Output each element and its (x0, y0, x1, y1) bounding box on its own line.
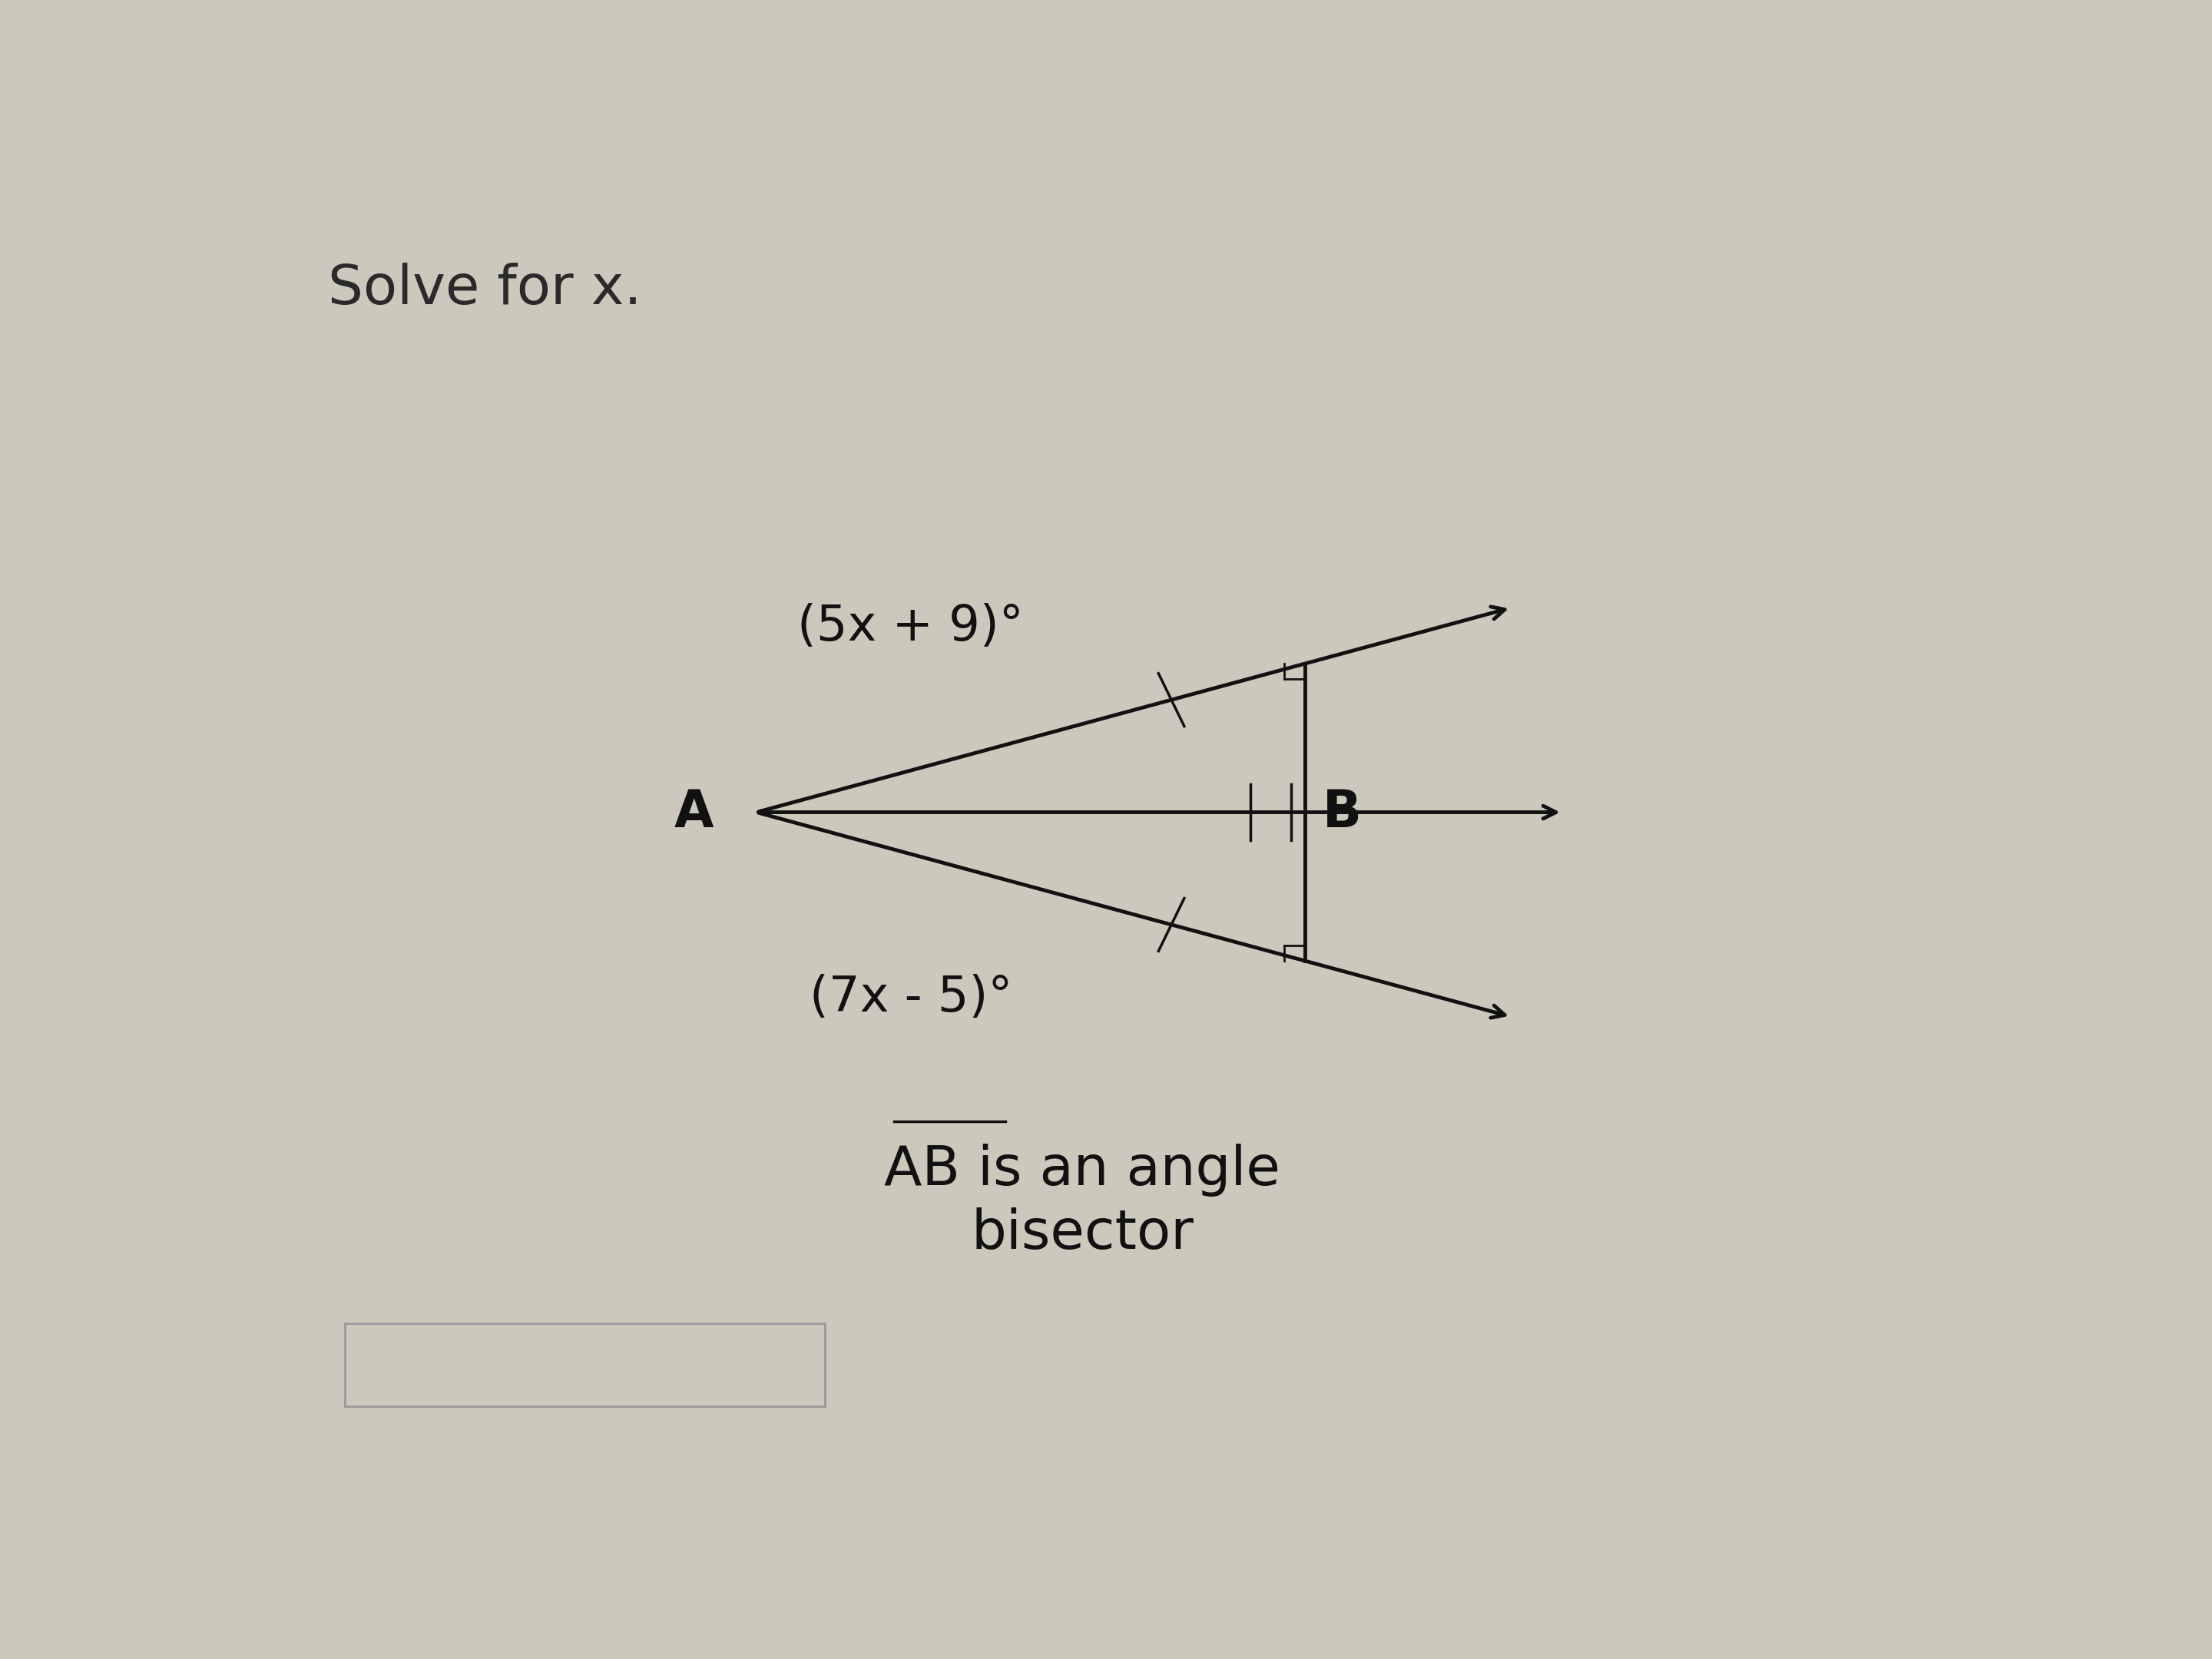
Text: bisector: bisector (971, 1208, 1194, 1261)
Text: (5x + 9)°: (5x + 9)° (799, 604, 1024, 650)
FancyBboxPatch shape (345, 1324, 825, 1407)
Text: A: A (675, 786, 714, 838)
Text: Solve for x.: Solve for x. (327, 262, 641, 315)
Text: AB is an angle: AB is an angle (885, 1143, 1281, 1196)
Text: B: B (1323, 786, 1360, 838)
Text: (7x - 5)°: (7x - 5)° (810, 974, 1013, 1022)
